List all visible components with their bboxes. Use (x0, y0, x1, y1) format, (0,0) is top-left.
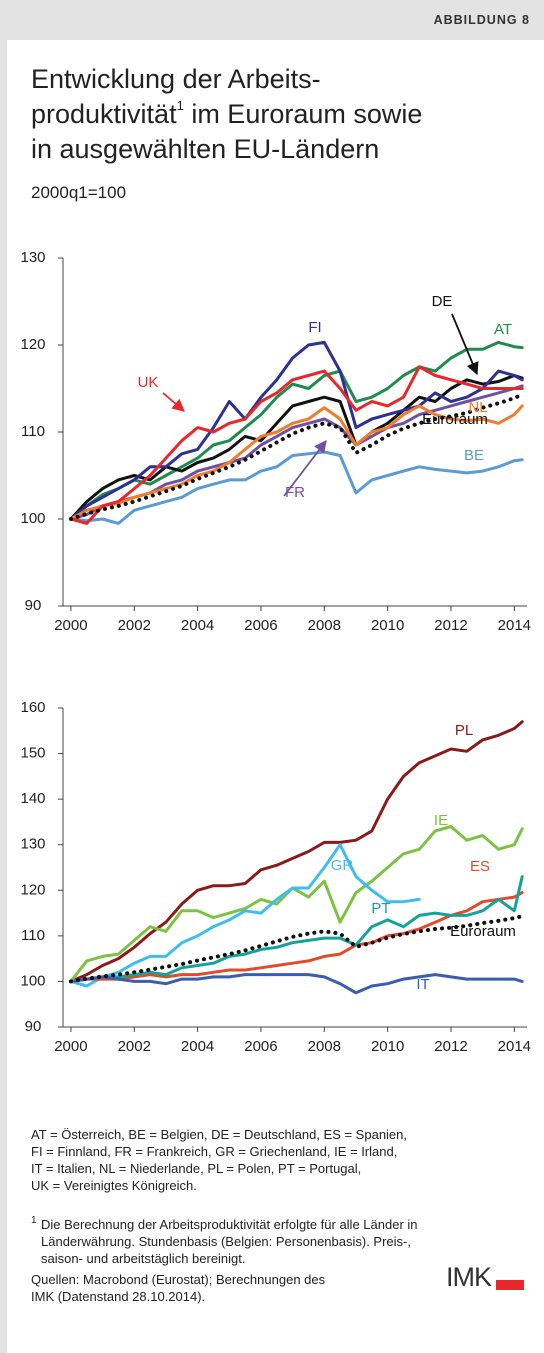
title-text: im Euroraum sowie (183, 99, 423, 129)
series-line (69, 365, 524, 525)
y-tick-label: 110 (21, 927, 45, 944)
header-bar: ABBILDUNG 8 (0, 0, 544, 40)
abbreviation-line: UK = Vereinigtes Königreich. (31, 1178, 197, 1193)
x-tick-label: 2014 (498, 1038, 531, 1055)
y-tick-label: 120 (20, 336, 45, 353)
series-label: BE (464, 447, 484, 464)
series-line (69, 843, 421, 988)
series-line (69, 340, 524, 521)
y-tick-label: 130 (20, 249, 45, 266)
x-tick-label: 2004 (181, 617, 214, 634)
x-tick-label: 2002 (118, 1038, 151, 1055)
title: Entwicklung der Arbeits- produktivität1 … (31, 62, 531, 167)
source: Quellen: Macrobond (Eurostat); Berechnun… (31, 1271, 325, 1305)
x-tick-label: 2000 (54, 1038, 87, 1055)
title-line: Entwicklung der Arbeits- (31, 64, 321, 94)
x-tick-label: 2006 (244, 1038, 277, 1055)
y-tick-label: 160 (20, 699, 45, 716)
series-line (69, 340, 524, 521)
logo: IMK (446, 1262, 492, 1292)
abbreviation-line: FI = Finnland, FR = Frankreich, GR = Gri… (31, 1144, 398, 1159)
y-tick-label: 150 (20, 745, 45, 762)
y-tick-label: 90 (25, 597, 42, 614)
x-tick-label: 2010 (371, 1038, 404, 1055)
series-label: DE (432, 293, 453, 310)
y-tick-label: 100 (20, 510, 45, 527)
title-line: in ausgewählten EU-Ländern (31, 134, 380, 164)
x-tick-label: 2002 (118, 617, 151, 634)
y-tick-label: 90 (25, 1018, 42, 1035)
source-line: IMK (Datenstand 28.10.2014). (31, 1289, 206, 1304)
series-label: PL (455, 722, 473, 739)
source-line: Quellen: Macrobond (Eurostat); Berechnun… (31, 1272, 326, 1287)
series-label: Euroraum (422, 411, 488, 428)
charts: 90 100 110 120 130 2000 2002 2004 2006 2008 2010 20… (20, 249, 531, 1055)
abbreviation-line: IT = Italien, NL = Niederlande, PL = Pol… (31, 1161, 362, 1176)
series-label: FR (285, 484, 305, 501)
y-tick-label: 110 (21, 423, 45, 440)
label-arrow (451, 313, 479, 376)
label-arrow (162, 392, 185, 412)
series-label: PT (371, 900, 390, 917)
footnote: 1 Die Berechnung der Arbeitsproduktivitä… (31, 1215, 418, 1267)
series-label: FI (308, 319, 321, 336)
footnote-mark: 1 (176, 98, 184, 113)
abbreviations: AT = Österreich, BE = Belgien, DE = Deut… (31, 1126, 407, 1194)
title-text: produktivität (31, 99, 177, 129)
series-line (68, 392, 525, 521)
series-label: IT (416, 976, 429, 993)
x-tick-label: 2008 (308, 1038, 341, 1055)
abbreviation-line: AT = Österreich, BE = Belgien, DE = Deut… (31, 1127, 408, 1142)
footnote-mark: 1 (31, 1215, 37, 1226)
figure-label: ABBILDUNG 8 (433, 13, 530, 27)
series-label: AT (494, 321, 512, 338)
label-arrow (283, 439, 327, 497)
x-tick-label: 2012 (434, 617, 467, 634)
logo-bar (496, 1280, 524, 1290)
x-tick-label: 2014 (498, 617, 531, 634)
series-label: NL (468, 399, 487, 416)
series-line (69, 720, 524, 983)
title-line: produktivität1 im Euroraum sowie (31, 97, 531, 132)
y-tick-label: 130 (20, 836, 45, 853)
series-label: Euroraum (450, 923, 516, 940)
series-line (68, 914, 525, 984)
series-line (69, 973, 524, 995)
series-label: GR (331, 857, 354, 874)
y-tick-label: 120 (20, 881, 45, 898)
series-label: UK (138, 374, 159, 391)
series-label: ES (470, 858, 490, 875)
x-tick-label: 2000 (54, 617, 87, 634)
series-label: IE (434, 812, 448, 829)
footnote-line: saison- und arbeitstäglich bereinigt. (41, 1251, 246, 1266)
x-tick-label: 2008 (308, 617, 341, 634)
footnote-line: Länderwährung. Stundenbasis (Belgien: Pe… (41, 1234, 411, 1249)
series-line (69, 875, 524, 983)
x-tick-label: 2010 (371, 617, 404, 634)
frame (0, 0, 7, 1353)
subtitle: 2000q1=100 (31, 183, 127, 202)
y-tick-label: 100 (20, 972, 45, 989)
series-line (69, 450, 524, 525)
series-line (69, 404, 524, 521)
footnote-line: Die Berechnung der Arbeitsproduktivität … (41, 1217, 418, 1232)
y-tick-label: 140 (20, 790, 45, 807)
x-tick-label: 2006 (244, 617, 277, 634)
x-tick-label: 2004 (181, 1038, 214, 1055)
series-line (69, 825, 524, 983)
x-tick-label: 2012 (434, 1038, 467, 1055)
